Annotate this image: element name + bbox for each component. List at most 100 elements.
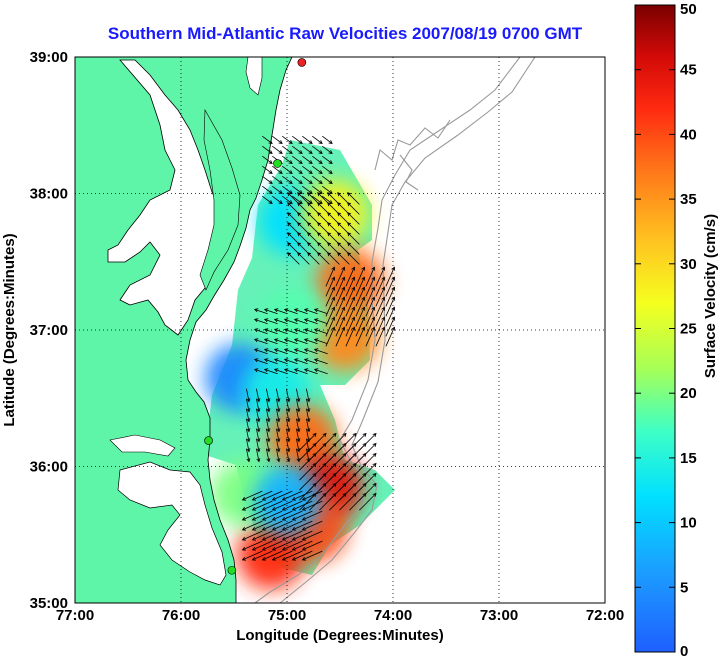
current-vector-arrow [262,175,273,185]
x-tick-label: 73:00 [480,607,518,624]
current-vector-arrow [282,155,293,165]
current-vector-arrow [266,428,271,443]
colorbar-tick-label: 30 [680,256,697,273]
colorbar-tick-label: 35 [680,191,697,208]
current-vector-arrow [347,232,360,245]
current-vector-arrow [365,266,376,287]
current-vector-arrow [241,520,263,531]
current-vector-arrow [292,155,303,165]
current-vector-arrow [325,266,336,287]
map-title: Southern Mid-Atlantic Raw Velocities 200… [108,24,583,43]
current-vector-arrow [263,348,278,355]
radar-station-marker[interactable] [227,565,237,575]
velocity-zone [253,466,321,535]
current-vector-arrow [325,316,336,337]
current-vector-arrow [281,500,303,511]
current-vector-arrow [359,492,377,511]
contour-shelf-inner [254,57,521,603]
current-vector-arrow [276,418,281,433]
colorbar-gradient [634,4,676,653]
current-vector-arrow [293,338,308,345]
current-vector-arrow [281,510,303,521]
current-vector-arrow [283,348,298,355]
current-vector-arrow [317,252,330,265]
current-vector-arrow [385,326,396,347]
current-vector-arrow [246,428,251,443]
current-vector-arrow [365,326,376,347]
x-axis-label: Longitude (Degrees:Minutes) [236,627,444,644]
current-vector-arrow [253,318,268,325]
current-vector-arrow [283,358,298,365]
current-vector-arrow [291,520,313,531]
current-vector-arrow [262,155,273,165]
current-vector-arrow [293,328,308,335]
current-vector-arrow [327,252,340,265]
current-vector-arrow [256,408,261,423]
pamlico-sound [117,461,227,586]
current-vector-arrow [385,276,396,297]
current-vector-arrow [256,438,261,453]
current-vector-arrow [281,550,303,561]
current-vector-arrow [256,418,261,433]
current-vector-arrow [345,286,356,307]
current-vector-arrow [276,448,281,463]
current-vector-arrow [302,135,313,145]
current-vector-arrow [322,145,333,155]
current-vector-arrow [273,368,288,375]
current-vector-arrow [286,388,291,403]
current-vector-arrow [365,276,376,297]
velocity-zone [311,302,380,371]
current-vector-arrow [262,135,273,145]
current-vector-arrow [347,192,360,205]
current-vector-arrow [335,276,346,297]
current-vector-arrow [292,165,303,175]
current-vector-arrow [251,510,273,521]
current-vector-arrow [246,408,251,423]
current-vector-arrow [306,418,311,433]
radar-station-marker[interactable] [273,159,282,168]
current-vector-arrow [359,462,377,481]
current-vector-arrow [303,338,318,345]
current-vector-arrow [266,438,271,453]
y-tick-label: 38:00 [30,186,68,203]
current-vector-arrow [359,432,377,451]
current-vector-arrow [291,540,313,551]
current-vector-arrow [291,550,313,561]
current-vector-arrow [251,530,273,541]
current-vector-arrow [335,306,346,327]
current-vector-arrow [347,212,360,225]
current-vector-arrow [322,155,333,165]
current-vector-arrow [306,408,311,423]
delaware-bay [245,57,263,96]
current-vector-arrow [296,398,301,413]
current-vector-arrow [286,398,291,413]
current-vector-arrow [291,530,313,541]
current-vector-arrow [276,438,281,453]
x-tick-label: 72:00 [586,607,624,624]
current-vector-arrow [313,338,328,345]
current-vector-arrow [325,286,336,307]
current-vector-arrow [251,550,273,561]
radar-station-marker[interactable] [297,58,307,67]
current-vector-arrow [286,448,291,463]
current-vector-arrow [262,165,273,175]
current-vector-arrow [306,388,311,403]
colorbar-tick-label: 10 [680,515,697,532]
radar-station-marker[interactable] [204,436,213,445]
current-vector-arrow [273,318,288,325]
current-vector-arrow [335,326,346,347]
current-vector-arrow [256,388,261,403]
current-vector-arrow [262,195,273,205]
radar-stations [204,58,307,575]
current-vector-arrow [263,328,278,335]
current-vector-arrow [355,276,366,297]
current-vector-arrow [292,175,303,185]
current-vector-arrow [301,540,323,551]
current-vector-arrow [271,520,293,531]
current-vector-arrow [246,418,251,433]
current-vector-arrow [335,266,346,287]
current-vector-arrow [296,408,301,423]
x-tick-label: 75:00 [268,607,306,624]
current-vector-arrow [283,328,298,335]
